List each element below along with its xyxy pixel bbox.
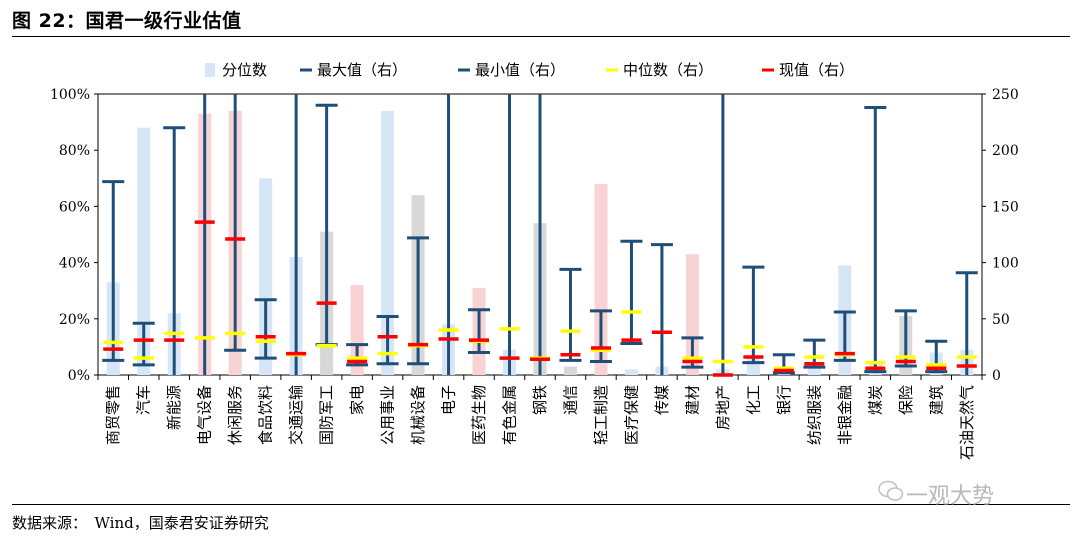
category-label: 交通运输 (287, 385, 305, 445)
legend-label-min: 最小值（右） (475, 61, 565, 79)
left-tick-label: 80% (59, 143, 90, 159)
percentile-bar (624, 369, 638, 375)
category-label: 轻工制造 (592, 385, 610, 445)
legend-label-current: 现值（右） (779, 61, 854, 79)
category-label: 建筑 (927, 385, 945, 415)
percentile-bar (746, 355, 760, 375)
right-tick-label: 0 (992, 368, 1001, 384)
left-tick-label: 20% (59, 312, 90, 328)
left-axis: 0% 20% 40% 60% 80% 100% (50, 87, 98, 384)
category-label: 银行 (775, 385, 793, 415)
right-tick-label: 50 (992, 312, 1010, 328)
data-source-note: 数据来源： Wind，国泰君安证券研究 (12, 514, 269, 532)
title-rule (12, 36, 1070, 37)
category-label: 通信 (561, 385, 579, 415)
category-label: 石油天然气 (958, 385, 976, 460)
percentile-bar (594, 183, 608, 375)
category-label: 保险 (897, 385, 915, 415)
category-label: 传媒 (653, 385, 671, 415)
category-label: 家电 (348, 385, 366, 415)
right-tick-label: 150 (992, 199, 1019, 215)
left-tick-label: 100% (50, 87, 90, 103)
category-label: 机械设备 (409, 385, 427, 445)
legend-swatch-pct (205, 63, 215, 77)
watermark: 一观大势 (906, 484, 995, 509)
category-label: 国防军工 (318, 385, 336, 445)
legend-label-pct: 分位数 (222, 61, 267, 79)
category-label: 商贸零售 (104, 385, 122, 445)
percentile-bar (350, 285, 364, 375)
category-label: 汽车 (135, 385, 153, 415)
category-label: 煤炭 (866, 385, 884, 415)
legend-label-max: 最大值（右） (317, 61, 407, 79)
right-tick-label: 100 (992, 256, 1019, 272)
chart: 分位数 最大值（右） 最小值（右） 中位数（右） 现值（右） 0% 20% 40% 60% 80… (50, 61, 1019, 460)
right-tick-label: 250 (992, 87, 1019, 103)
category-label: 钢铁 (531, 385, 549, 415)
x-axis: 商贸零售 汽车 新能源 电气设备 休闲服务 食品饮料 交通运输 国防军工 家电 公用事业 机械设备电… (97, 375, 983, 460)
category-label: 化工 (744, 385, 762, 415)
percentile-bar (685, 254, 699, 375)
category-label: 公用事业 (379, 385, 397, 445)
category-label: 有色金属 (501, 385, 519, 445)
right-tick-label: 200 (992, 143, 1019, 159)
figure-title: 图 22：国君一级行业估值 (12, 10, 242, 32)
value-markers (103, 220, 977, 377)
category-label: 医疗保健 (622, 385, 640, 445)
category-label: 非银金融 (836, 385, 854, 445)
wechat-icon (878, 480, 904, 501)
figure-header: 图 22：国君一级行业估值 (0, 0, 1080, 38)
category-label: 新能源 (165, 385, 183, 430)
footer-rule (12, 504, 1070, 505)
left-tick-label: 60% (59, 199, 90, 215)
category-label: 建材 (683, 385, 701, 415)
percentile-bar (381, 110, 395, 376)
chart-legend: 分位数 最大值（右） 最小值（右） 中位数（右） 现值（右） (205, 61, 854, 79)
category-label: 电气设备 (196, 385, 214, 445)
category-label: 医药生物 (470, 385, 488, 445)
percentile-bar (807, 366, 821, 375)
category-label: 电子 (440, 385, 458, 415)
range-lines (102, 94, 978, 375)
left-tick-label: 0% (68, 368, 90, 384)
category-label: 食品饮料 (257, 385, 275, 445)
category-label: 房地产 (714, 385, 732, 430)
category-label: 纺织服装 (805, 385, 823, 445)
percentile-bar (259, 178, 273, 375)
right-axis: 0 50 100 150 200 250 (982, 87, 1019, 384)
category-label: 休闲服务 (226, 385, 244, 445)
left-tick-label: 40% (59, 256, 90, 272)
percentile-bar (563, 366, 577, 375)
percentile-bar (137, 127, 151, 375)
legend-label-median: 中位数（右） (623, 61, 713, 79)
